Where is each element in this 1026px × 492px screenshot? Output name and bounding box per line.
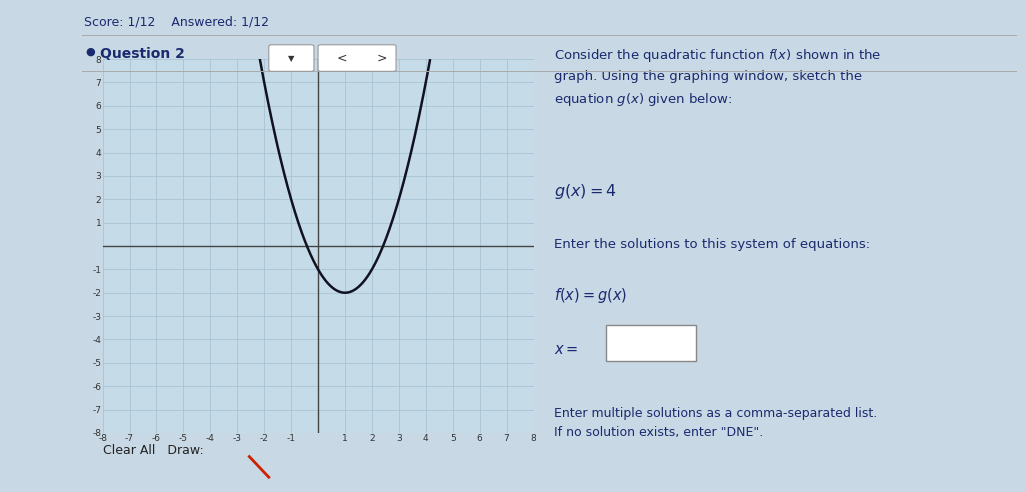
Text: Score: 1/12    Answered: 1/12: Score: 1/12 Answered: 1/12 [84,16,269,29]
Text: Question 2: Question 2 [100,47,185,61]
FancyBboxPatch shape [606,325,697,361]
Text: Enter the solutions to this system of equations:: Enter the solutions to this system of eq… [554,238,870,251]
Text: Consider the quadratic function $f(x)$ shown in the
graph. Using the graphing wi: Consider the quadratic function $f(x)$ s… [554,47,881,108]
Text: ▼: ▼ [288,54,294,62]
FancyBboxPatch shape [269,45,314,71]
Text: Enter multiple solutions as a comma-separated list.
If no solution exists, enter: Enter multiple solutions as a comma-sepa… [554,407,877,439]
Text: ●: ● [85,47,95,57]
Text: $x =$: $x =$ [554,342,579,357]
FancyBboxPatch shape [318,45,396,71]
Text: >: > [377,52,387,64]
Text: $g(x) = 4$: $g(x) = 4$ [554,182,617,201]
Text: Clear All   Draw:: Clear All Draw: [103,444,203,457]
Text: <: < [337,52,347,64]
Text: $f(x) = g(x)$: $f(x) = g(x)$ [554,285,627,305]
